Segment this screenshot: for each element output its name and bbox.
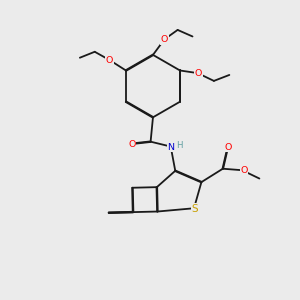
- Text: O: O: [224, 142, 232, 152]
- Text: O: O: [240, 166, 247, 175]
- Text: O: O: [128, 140, 136, 148]
- Text: O: O: [160, 35, 168, 44]
- Text: N: N: [167, 142, 174, 152]
- Text: S: S: [191, 204, 198, 214]
- Text: O: O: [106, 56, 113, 64]
- Text: H: H: [176, 141, 183, 150]
- Text: O: O: [195, 69, 202, 78]
